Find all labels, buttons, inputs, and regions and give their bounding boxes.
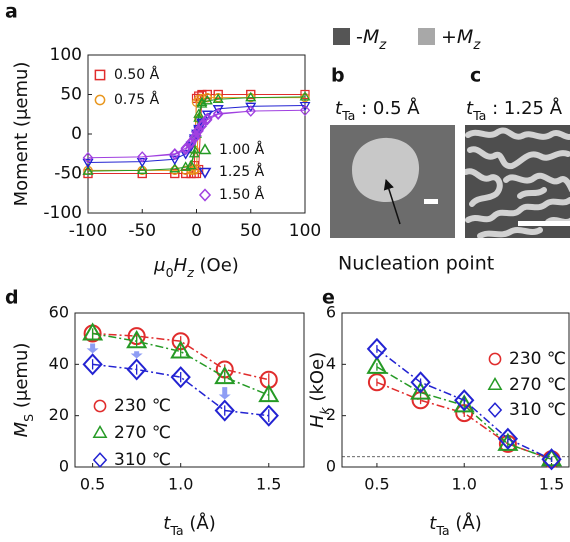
y-tick-label: 40 <box>49 354 69 373</box>
legend-label: 1.00 Å <box>219 141 265 158</box>
x-axis-label: tTa (Å) <box>429 512 481 538</box>
x-tick-label: -50 <box>128 221 156 241</box>
shift-arrow <box>87 344 99 354</box>
image-c <box>465 125 570 238</box>
annotation: Nucleation point <box>338 253 494 275</box>
legend-marker <box>489 353 500 364</box>
y-tick-label: 0 <box>326 457 336 476</box>
label-part: Ta <box>435 523 449 538</box>
label-part: μ <box>153 255 165 276</box>
x-axis-label: μ0Hz (Oe) <box>153 255 239 280</box>
y-tick-label: 20 <box>49 405 69 424</box>
legend-marker <box>95 95 104 104</box>
label-part: (Oe) <box>194 255 239 276</box>
legend-marker <box>94 427 106 438</box>
label-part: 0 <box>166 265 174 280</box>
shift-arrow <box>219 387 231 399</box>
y-tick-label: -50 <box>54 164 82 184</box>
label-part: H <box>307 414 328 428</box>
legend-label: 270 ℃ <box>114 423 171 443</box>
x-tick-label: 1.5 <box>256 475 281 494</box>
panel-label: a <box>5 1 18 23</box>
shift-arrow <box>131 351 143 358</box>
label-part: M <box>363 26 379 48</box>
legend-label: 310 ℃ <box>509 400 566 420</box>
legend-label: 270 ℃ <box>509 375 566 395</box>
panel-label: c <box>470 65 481 87</box>
x-axis-label: tTa (Å) <box>163 512 215 538</box>
legend-label: 1.25 Å <box>219 163 265 180</box>
scale-bar <box>518 221 570 226</box>
image-title: tTa : 0.5 Å <box>335 97 420 123</box>
legend-marker <box>489 379 501 390</box>
label-part: : 1.25 Å <box>486 97 562 119</box>
label-part: : 0.5 Å <box>355 97 420 119</box>
legend-marker <box>94 400 105 411</box>
label-part: S <box>21 414 36 422</box>
label-part: Ta <box>472 108 486 123</box>
label-part: (kOe) <box>307 352 328 407</box>
x-tick-label: 100 <box>289 221 321 241</box>
image-title: tTa : 1.25 Å <box>466 97 563 123</box>
legend-marker <box>200 169 210 178</box>
label-part: H <box>174 255 188 276</box>
y-tick-label: 0 <box>71 124 82 144</box>
label-part: z <box>378 38 387 53</box>
legend-label: 0.75 Å <box>114 91 160 108</box>
legend-marker <box>489 403 501 416</box>
x-tick-label: 0.5 <box>80 475 105 494</box>
y-axis-label: Moment (μemu) <box>11 62 32 207</box>
legend-label: 230 ℃ <box>509 349 566 369</box>
x-tick-label: 0.5 <box>364 475 389 494</box>
label-part: - <box>356 26 363 48</box>
legend-label: +Mz <box>441 26 481 53</box>
label-part: (μemu) <box>11 343 32 414</box>
legend-label: -Mz <box>356 26 387 53</box>
y-tick-label: 0 <box>59 457 69 476</box>
y-tick-label: 100 <box>50 45 82 65</box>
label-part: Ta <box>169 523 183 538</box>
y-tick-label: 6 <box>326 303 336 322</box>
y-axis-label: MS (μemu) <box>11 343 36 438</box>
label-part: M <box>457 26 473 48</box>
label-part: Ta <box>341 108 355 123</box>
x-tick-label: 1.0 <box>168 475 193 494</box>
legend-marker <box>94 453 106 466</box>
panel-label: b <box>331 65 345 87</box>
panel-label: d <box>5 287 19 309</box>
label-part: M <box>11 421 32 437</box>
legend-marker <box>95 70 104 79</box>
scale-bar <box>424 199 438 204</box>
label-part: z <box>472 38 481 53</box>
x-tick-label: 1.0 <box>452 475 477 494</box>
legend-label: 230 ℃ <box>114 396 171 416</box>
y-tick-label: 60 <box>49 303 69 322</box>
figure: abcde-Mz+MztTa : 0.5 ÅtTa : 1.25 ÅNuclea… <box>0 0 570 542</box>
y-tick-label: 50 <box>60 85 82 105</box>
x-tick-label: 0 <box>191 221 202 241</box>
legend-label: 1.50 Å <box>219 186 265 203</box>
legend-marker <box>200 145 210 154</box>
label-part: (Å) <box>184 512 216 534</box>
label-part: (Å) <box>450 512 482 534</box>
legend-label: 0.50 Å <box>114 66 160 83</box>
legend-marker <box>200 189 210 200</box>
domain-bubble <box>352 138 419 202</box>
x-tick-label: 50 <box>240 221 262 241</box>
label-part: + <box>441 26 457 48</box>
legend-swatch <box>333 28 350 45</box>
legend-label: 310 ℃ <box>114 450 171 470</box>
y-tick-label: -100 <box>43 203 82 223</box>
x-tick-label: -100 <box>69 221 108 241</box>
x-tick-label: 1.5 <box>539 475 564 494</box>
legend-swatch <box>418 28 435 45</box>
